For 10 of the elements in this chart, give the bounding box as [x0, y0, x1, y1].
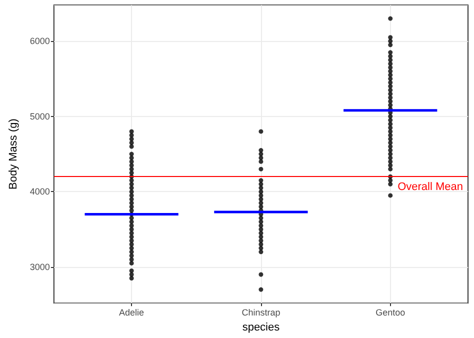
x-tick-label: Chinstrap [242, 308, 280, 318]
x-tick-label: Gentoo [376, 308, 406, 318]
y-tick-label: 5000 [30, 111, 50, 122]
y-tick-label: 3000 [30, 262, 50, 272]
y-tick-label: 6000 [30, 36, 50, 46]
y-axis-title: Body Mass (g) [8, 118, 20, 190]
x-axis-title: species [242, 322, 280, 334]
y-tick-label: 4000 [30, 186, 50, 197]
x-tick-label: Adelie [119, 308, 144, 318]
ref-line-label: Overall Mean [398, 180, 463, 193]
